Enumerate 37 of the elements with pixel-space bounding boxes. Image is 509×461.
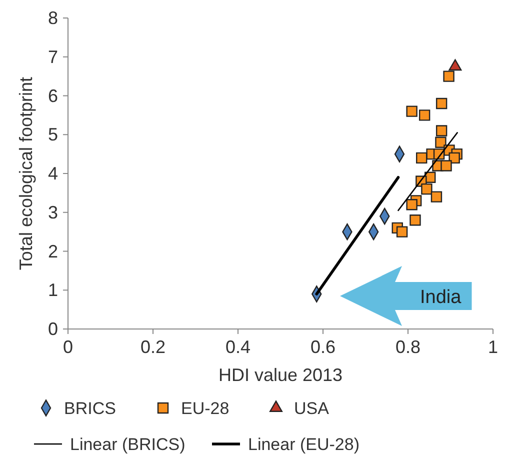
x-axis-title: HDI value 2013 (218, 365, 343, 385)
y-tick-label: 7 (48, 46, 58, 67)
point (436, 125, 448, 136)
point (443, 70, 454, 82)
y-tick-label: 1 (48, 280, 58, 300)
legend-label: USA (294, 399, 330, 418)
x-tick-label: 0.2 (140, 337, 166, 357)
point (448, 152, 460, 164)
point (435, 136, 446, 148)
x-tick-label: 0 (62, 337, 74, 357)
x-tick-label: 1 (488, 337, 498, 357)
y-tick-label: 5 (48, 124, 58, 145)
legend-label: BRICS (64, 399, 116, 418)
y-tick-label: 0 (48, 319, 58, 339)
y-tick-label: 6 (48, 86, 58, 106)
point (430, 191, 442, 202)
point (406, 199, 418, 210)
annotation: India (420, 287, 462, 308)
point (410, 214, 421, 226)
x-tick-label: 0.6 (310, 337, 336, 357)
y-tick-label: 2 (48, 241, 58, 262)
point (406, 106, 418, 117)
legend-label: Linear (EU-28) (248, 435, 360, 454)
x-tick-label: 0.4 (225, 337, 251, 357)
point (436, 98, 448, 110)
legend-label: Linear (BRICS) (70, 435, 186, 454)
x-tick-label: 0.8 (395, 337, 421, 357)
y-tick-label: 8 (48, 8, 58, 28)
point (416, 152, 428, 164)
y-tick-label: 4 (48, 164, 58, 184)
point (396, 226, 408, 238)
y-axis-title: Total ecological footprint (16, 76, 36, 270)
y-tick-label: 3 (48, 202, 58, 222)
point (440, 160, 452, 172)
legend-label: EU-28 (181, 399, 230, 418)
point (421, 183, 432, 195)
point (418, 110, 430, 121)
